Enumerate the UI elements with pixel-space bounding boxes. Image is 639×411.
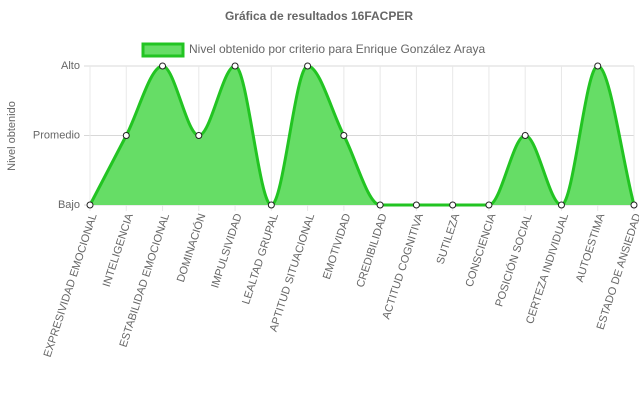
- x-tick-label: AUTOESTIMA: [574, 211, 608, 283]
- point: [231, 62, 239, 70]
- area: [90, 66, 634, 205]
- x-tick-label: POSICIÓN SOCIAL: [492, 212, 534, 308]
- point: [340, 132, 348, 139]
- point: [485, 201, 493, 209]
- point: [159, 62, 167, 70]
- y-axis-title: Nivel obtenido: [6, 101, 18, 171]
- x-tick-label: CERTEZA INDIVIDUAL: [524, 212, 571, 325]
- chart-title: Gráfica de resultados 16FACPER: [225, 9, 413, 23]
- point: [122, 132, 130, 139]
- x-tick-label: CREDIBILIDAD: [355, 212, 390, 289]
- point: [86, 201, 94, 209]
- x-tick-label: DOMINACIÓN: [174, 212, 208, 284]
- point: [630, 201, 638, 209]
- legend-label: Nivel obtenido por criterio para Enrique…: [189, 42, 485, 56]
- y-tick-label: Alto: [61, 60, 80, 72]
- point: [267, 201, 275, 209]
- x-tick-label: IMPULSIVIDAD: [209, 212, 244, 290]
- point: [594, 62, 602, 70]
- point: [304, 62, 312, 70]
- x-tick-label: SUTILEZA: [435, 211, 463, 265]
- point: [412, 201, 420, 209]
- y-tick-label: Bajo: [58, 199, 80, 211]
- x-tick-label: EMOTIVIDAD: [321, 212, 354, 281]
- point: [195, 132, 203, 139]
- point: [376, 201, 384, 209]
- point: [521, 132, 529, 139]
- point: [557, 201, 565, 209]
- point: [449, 201, 457, 209]
- x-tick-label: EXPRESIVIDAD EMOCIONAL: [42, 212, 100, 359]
- y-tick-label: Promedio: [33, 129, 80, 141]
- x-tick-label: LEALTAD GRUPAL: [240, 212, 281, 306]
- x-tick-label: INTELIGENCIA: [101, 211, 136, 288]
- x-tick-label: ACTITUD COGNITIVA: [380, 211, 426, 320]
- x-tick-label: CONSCIENCIA: [464, 211, 499, 288]
- legend-swatch: [141, 42, 185, 58]
